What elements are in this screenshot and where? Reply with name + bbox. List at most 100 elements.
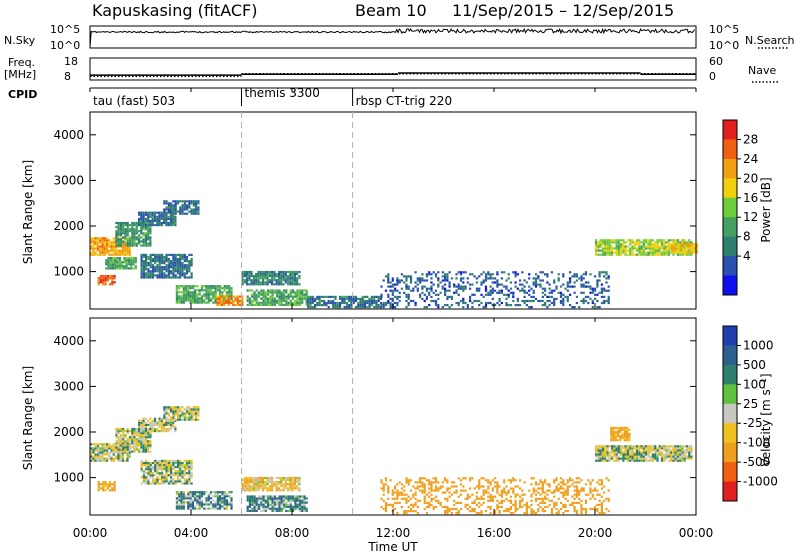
cpid-mode-2: rbsp CT-trig 220: [356, 94, 452, 108]
power-cbar-label-3: 16: [743, 191, 758, 205]
vel-region-1: [97, 481, 116, 492]
vel-region-8: [246, 495, 308, 512]
vel-cbar-label-4: -25: [743, 416, 763, 430]
vel-cbar-swatch-7: [723, 462, 737, 483]
vel-ytick-label-3: 4000: [53, 334, 84, 348]
power-region-1: [97, 275, 116, 286]
freq-trace: [90, 72, 696, 78]
vel-cbar-swatch-5: [723, 423, 737, 444]
vel-cbar-label-2: 100: [743, 377, 766, 391]
power-region-11: [307, 295, 383, 309]
power-ylabel: Slant Range [km]: [21, 160, 35, 264]
nsky-line: [89, 27, 696, 48]
power-cbar-label-4: 12: [743, 210, 758, 224]
power-region-3: [115, 221, 152, 247]
vel-cbar-label-6: -500: [743, 455, 770, 469]
power-region-0: [90, 237, 131, 256]
nsky-tick-top: 10^5: [50, 23, 80, 36]
nsearch-tick-top: 10^5: [709, 23, 739, 36]
beam-label: Beam 10: [355, 1, 427, 20]
power-colorbar: 28 24 20 16 12 8 4: [722, 119, 758, 296]
power-cbar-swatch-7: [723, 256, 737, 277]
vel-region-7: [241, 476, 301, 492]
power-data: [90, 200, 698, 309]
vel-cbar-swatch-6: [723, 442, 737, 463]
power-ytick-label-0: 1000: [53, 265, 84, 279]
vel-region-5: [140, 459, 193, 485]
vel-region-11: [610, 426, 631, 442]
freq-tick-bottom: 8: [64, 70, 71, 83]
date-range: 11/Sep/2015 – 12/Sep/2015: [452, 1, 674, 20]
power-cbar-swatch-1: [723, 139, 737, 160]
vel-cbar-label-1: 500: [743, 358, 766, 372]
velocity-mode-lines: [241, 318, 354, 515]
power-cbar-swatch-6: [723, 236, 737, 257]
vel-cbar-label-5: -100: [743, 436, 770, 450]
power-y-ticks: 1000 2000 3000 4000: [53, 128, 696, 279]
vel-cbar-frame: [722, 325, 738, 502]
power-region-14: [670, 243, 698, 254]
power-cbar-swatch-3: [723, 178, 737, 199]
vel-cbar-swatch-0: [723, 326, 737, 346]
vel-cbar-swatch-1: [723, 345, 737, 366]
power-ytick-label-1: 2000: [53, 219, 84, 233]
power-cbar-label-1: 24: [743, 152, 758, 166]
power-panel: Slant Range [km] 1000 2000 3000 4000 28 24 20…: [21, 111, 773, 310]
vel-region-9: [380, 477, 610, 515]
velocity-panel: Slant Range [km] 1000 2000 3000 4000 1000 50…: [21, 317, 778, 516]
cpid-label: CPID: [8, 88, 37, 101]
cpid-strip: CPID tau (fast) 503 themis 3300 rbsp CT-tr…: [8, 86, 696, 108]
velocity-ylabel: Slant Range [km]: [21, 366, 35, 470]
freq-unit: [MHz]: [4, 68, 36, 81]
vel-ytick-label-2: 3000: [53, 379, 84, 393]
nave-tick-bottom: 0: [709, 70, 716, 83]
power-mode-lines: [241, 112, 354, 309]
vel-region-4: [163, 406, 200, 421]
x-axis-label: Time UT: [367, 540, 418, 554]
nave-label: Nave: [748, 64, 776, 77]
power-region-5: [163, 200, 200, 215]
nsky-strip: N.Sky 10^5 10^0 10^5 10^0 N.Search: [4, 23, 795, 52]
vel-ytick-label-1: 2000: [53, 425, 84, 439]
vel-region-2: [115, 427, 152, 453]
cpid-mode-1: themis 3300: [245, 86, 320, 100]
cpid-modes: tau (fast) 503 themis 3300 rbsp CT-trig 22…: [93, 86, 452, 108]
x-tick-label-2: 08:00: [275, 526, 310, 540]
vel-cbar-swatch-3: [723, 384, 737, 405]
freq-strip: Freq. [MHz] 18 8 60 0 Nave: [4, 55, 780, 83]
vel-cbar-swatch-2: [723, 364, 737, 385]
power-cbar-label-6: 4: [743, 249, 751, 263]
vel-region-6: [175, 491, 233, 510]
vel-cbar-swatch-8: [723, 481, 737, 502]
x-tick-label-1: 04:00: [174, 526, 209, 540]
power-cbar-label-2: 20: [743, 171, 758, 185]
power-region-7: [175, 285, 233, 304]
x-tick-label-6: 00:00: [679, 526, 714, 540]
velocity-y-ticks: 1000 2000 3000 4000: [53, 334, 696, 485]
station-title: Kapuskasing (fitACF): [92, 1, 257, 20]
power-cbar-label-0: 28: [743, 132, 758, 146]
power-ytick-label-3: 4000: [53, 128, 84, 142]
x-tick-label-3: 12:00: [376, 526, 411, 540]
vel-cbar-label-0: 1000: [743, 338, 774, 352]
nsky-trace: [89, 27, 696, 48]
power-cbar-label: Power [dB]: [759, 177, 773, 242]
power-cbar-label-5: 8: [743, 230, 751, 244]
power-cbar-swatch-0: [723, 120, 737, 140]
velocity-colorbar: 1000 500 100 25 -25 -100 -500 -1000: [722, 325, 778, 502]
nsky-label: N.Sky: [4, 34, 36, 47]
velocity-data: [90, 406, 693, 515]
nsky-tick-bottom: 10^0: [50, 39, 80, 52]
power-region-2: [105, 257, 137, 270]
nsearch-label: N.Search: [745, 34, 795, 47]
power-cbar-swatch-2: [723, 158, 737, 179]
power-region-6: [140, 253, 193, 279]
vel-cbar-swatch-4: [723, 403, 737, 424]
power-region-9: [241, 270, 301, 286]
vel-cbar-label-3: 25: [743, 397, 758, 411]
power-region-10: [246, 289, 308, 306]
power-cbar-swatch-8: [723, 275, 737, 296]
vel-region-0: [90, 443, 131, 462]
x-axis-ticks: 00:00 04:00 08:00 12:00 16:00 20:00 00:00: [73, 88, 714, 540]
